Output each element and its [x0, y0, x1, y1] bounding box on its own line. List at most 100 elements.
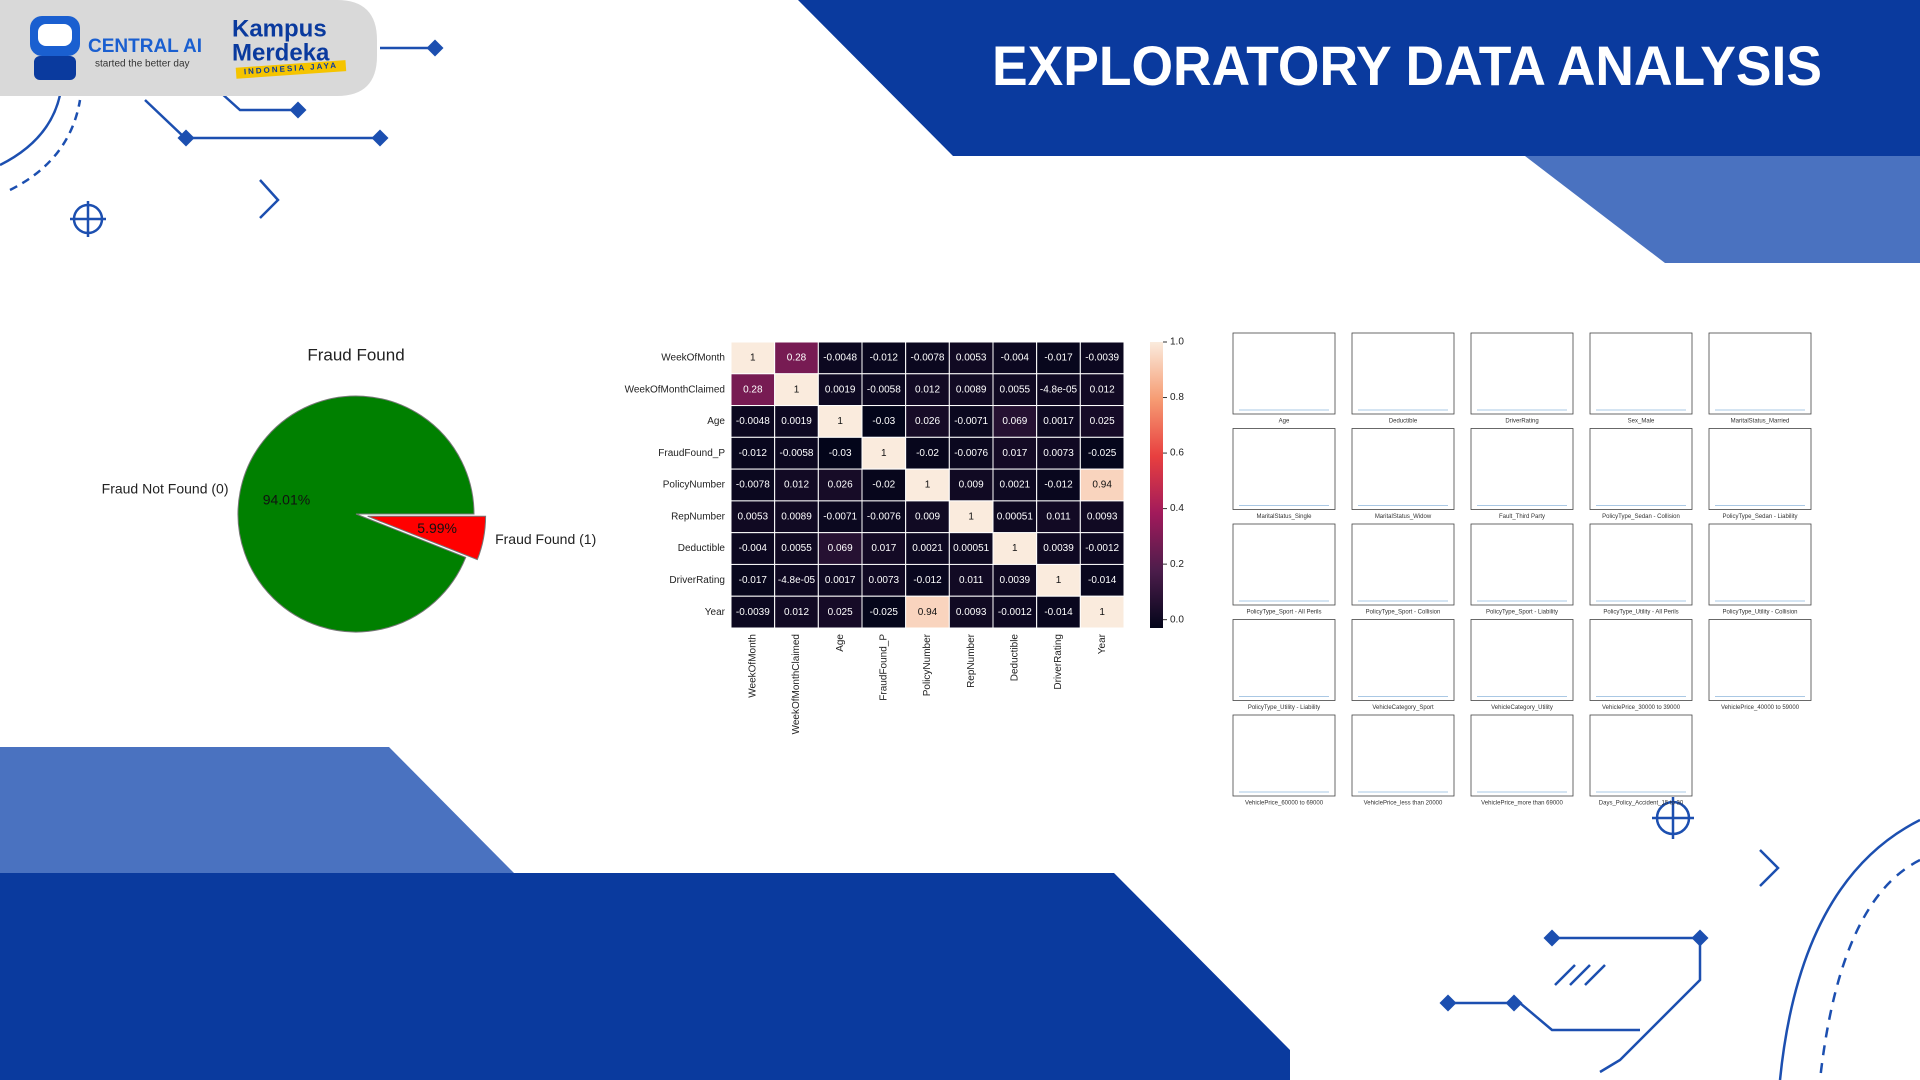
- logo-robot-face: [38, 24, 72, 46]
- partner-line1: Kampus: [232, 15, 327, 42]
- distribution-title: MaritalStatus_Married: [1731, 419, 1790, 425]
- heatmap-cell: [861, 563, 907, 597]
- heatmap-column-label: PolicyNumber: [922, 633, 933, 696]
- heatmap-value-label: 0.0053: [738, 511, 769, 522]
- heatmap-cell: [774, 595, 819, 629]
- heatmap-value-label: 0.069: [828, 543, 853, 554]
- heatmap-value-label: -0.004: [1001, 353, 1030, 364]
- distribution-title: MaritalStatus_Widow: [1375, 514, 1432, 520]
- heatmap-value-label: 1: [1012, 543, 1018, 554]
- heatmap-value-label: -0.02: [872, 480, 895, 491]
- heatmap-cell: [817, 436, 863, 470]
- colorbar-tick-label: 0.2: [1170, 559, 1184, 570]
- heatmap-cell: [948, 436, 994, 470]
- pie-category-label: Fraud Found (1): [495, 531, 596, 547]
- heatmap-value-label: 0.0093: [1087, 511, 1118, 522]
- distribution-frame: [1589, 332, 1693, 415]
- distribution-frame: [1708, 619, 1812, 701]
- distribution-title: PolicyType_Sedan - Collision: [1602, 514, 1680, 520]
- distribution-title: Age: [1279, 419, 1290, 425]
- colorbar: [1150, 342, 1163, 628]
- heatmap-value-label: 1: [837, 416, 843, 427]
- heatmap-value-label: 0.0053: [956, 353, 987, 364]
- heatmap-row-label: PolicyNumber: [663, 480, 726, 491]
- heatmap-value-label: -0.0012: [1085, 543, 1119, 554]
- heatmap-value-label: 0.026: [915, 416, 940, 427]
- heatmap-value-label: -0.0071: [823, 511, 857, 522]
- heatmap-value-label: 0.0017: [825, 575, 856, 586]
- heatmap-value-label: -0.0078: [736, 480, 770, 491]
- logo-tagline: started the better day: [95, 59, 190, 70]
- heatmap-value-label: 0.0021: [912, 543, 943, 554]
- distribution-title: VehiclePrice_30000 to 39000: [1602, 705, 1681, 711]
- heatmap-value-label: 0.0073: [869, 575, 900, 586]
- heatmap-row-label: Deductible: [678, 543, 726, 554]
- heatmap-value-label: 0.017: [871, 543, 896, 554]
- heatmap-column-label: DriverRating: [1053, 634, 1064, 690]
- heatmap-value-label: 0.009: [915, 511, 940, 522]
- circuit-nodes: [177, 39, 1709, 1012]
- distribution-frame: [1351, 619, 1455, 701]
- distribution-frame: [1470, 523, 1574, 606]
- distribution-frame: [1232, 714, 1336, 797]
- distribution-title: VehiclePrice_less than 20000: [1364, 801, 1443, 807]
- heatmap-cell: [817, 532, 863, 565]
- heatmap-value-label: 1: [1056, 575, 1062, 586]
- heatmap-cell: [730, 563, 776, 597]
- heatmap-value-label: 0.026: [828, 480, 853, 491]
- heatmap-value-label: 1: [968, 511, 974, 522]
- distribution-title: VehicleCategory_Sport: [1372, 705, 1434, 711]
- heatmap-row-label: DriverRating: [669, 575, 725, 586]
- heatmap-value-label: -0.02: [916, 448, 939, 459]
- pie-title: Fraud Found: [307, 345, 404, 364]
- heatmap-row-label: FraudFound_P: [658, 448, 725, 459]
- heatmap-cell: [861, 532, 907, 565]
- heatmap-value-label: 0.00051: [953, 543, 990, 554]
- heatmap-value-label: -0.0012: [998, 607, 1032, 618]
- heatmap-value-label: -4.8e-05: [778, 575, 816, 586]
- distribution-frame: [1470, 428, 1574, 510]
- heatmap-cell: [730, 468, 776, 502]
- colorbar-tick-label: 0.4: [1170, 503, 1184, 514]
- heatmap-value-label: -0.0058: [867, 384, 901, 395]
- heatmap-value-label: -0.0076: [954, 448, 988, 459]
- distribution-frame: [1470, 619, 1574, 701]
- heatmap-cell: [730, 436, 776, 470]
- heatmap-cell: [774, 468, 819, 502]
- heatmap-value-label: 0.28: [743, 384, 763, 395]
- distribution-title: DriverRating: [1505, 419, 1538, 425]
- heatmap-value-label: 0.0021: [1000, 480, 1031, 491]
- heatmap-value-label: -0.0078: [911, 353, 945, 364]
- heatmap-cell: [948, 500, 994, 534]
- heatmap-value-label: -0.012: [1044, 480, 1073, 491]
- heatmap-value-label: 0.009: [959, 480, 984, 491]
- heatmap-value-label: 0.0073: [1043, 448, 1074, 459]
- heatmap-value-label: 0.012: [915, 384, 940, 395]
- charts: Fraud Found 94.01% Fraud Not Found (0) 5.99…: [102, 332, 1812, 807]
- heatmap-cell: [905, 373, 950, 407]
- heatmap-value-label: 0.0055: [781, 543, 812, 554]
- heatmap-value-label: 0.025: [828, 607, 853, 618]
- distribution-frame: [1708, 523, 1812, 606]
- distribution-title: PolicyType_Sedan - Liability: [1722, 514, 1797, 520]
- heatmap-cell: [730, 595, 776, 629]
- heatmap-cell: [730, 341, 776, 375]
- heatmap-row-label: Age: [707, 416, 725, 427]
- heatmap-cell: [948, 405, 994, 438]
- heatmap-value-label: 0.012: [784, 480, 809, 491]
- heatmap-column-label: WeekOfMonth: [747, 634, 758, 698]
- distribution-frame: [1351, 523, 1455, 606]
- heatmap-cell: [1079, 373, 1125, 407]
- distribution-frame: [1351, 428, 1455, 510]
- partner-line2: Merdeka: [232, 39, 330, 66]
- heatmap-cell: [817, 595, 863, 629]
- distribution-title: VehiclePrice_more than 69000: [1481, 801, 1563, 807]
- heatmap-value-label: -0.0058: [780, 448, 814, 459]
- distribution-frame: [1589, 523, 1693, 606]
- footer-accent: [0, 747, 514, 873]
- distribution-frame: [1232, 619, 1336, 701]
- heatmap-value-label: -0.03: [829, 448, 852, 459]
- distribution-frame: [1470, 714, 1574, 797]
- heatmap-value-label: -0.0039: [1085, 353, 1119, 364]
- heatmap-cell: [1079, 405, 1125, 438]
